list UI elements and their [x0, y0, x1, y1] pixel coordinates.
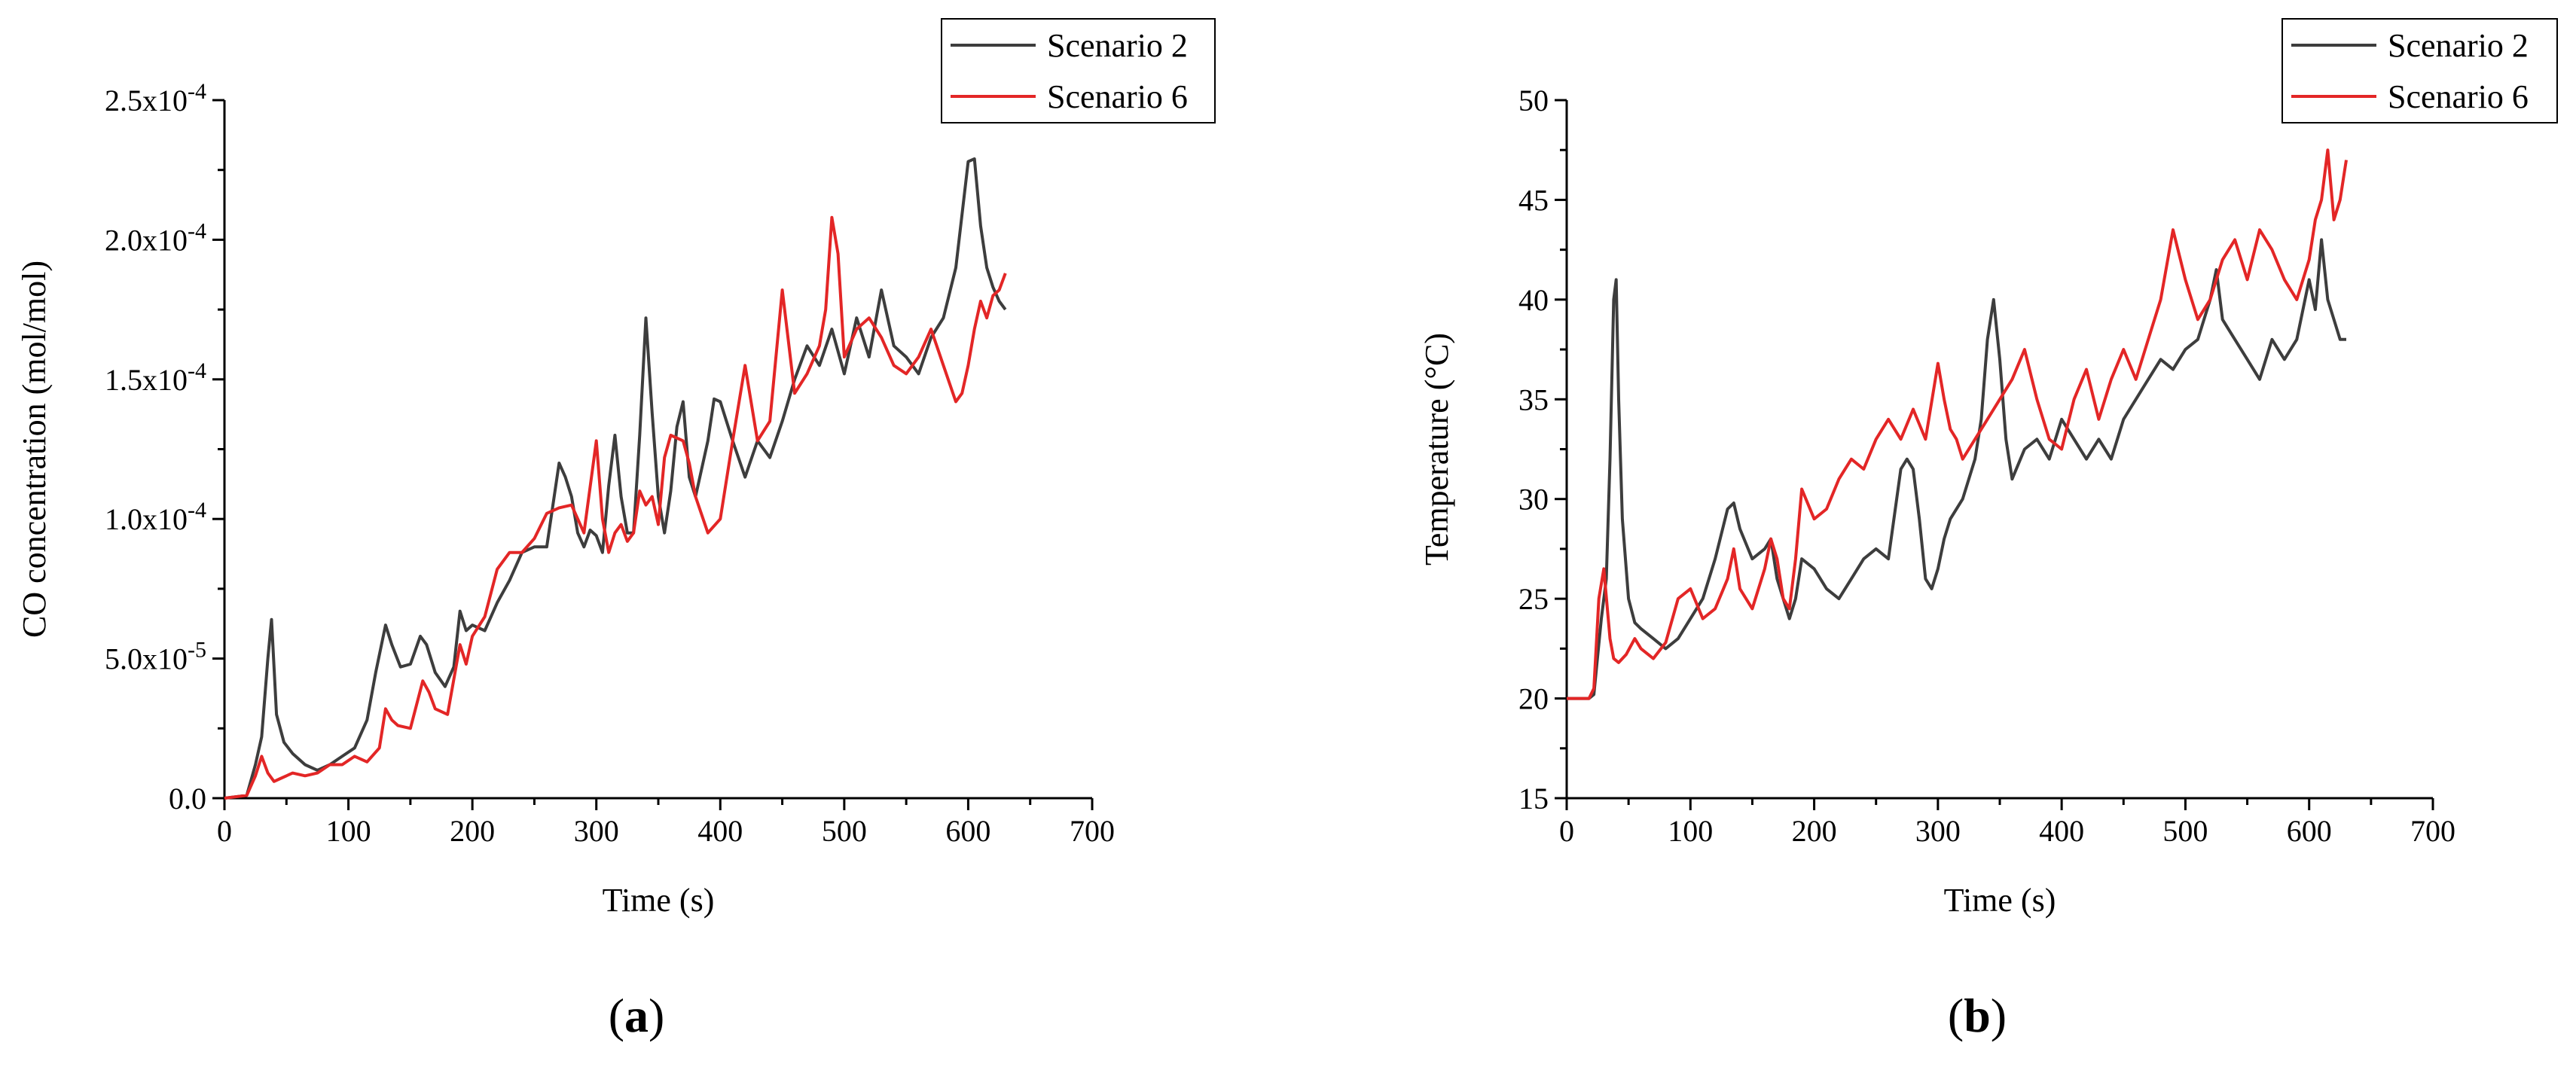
x-tick-label: 500 — [2162, 814, 2208, 848]
y-tick-label-mantissa: 20 — [1518, 682, 1549, 716]
y-tick-label: 35 — [1518, 383, 1549, 416]
y-tick-label: 20 — [1518, 682, 1549, 716]
y-tick-label-exponent: -4 — [188, 218, 206, 243]
y-axis-title: CO concentration (mol/mol) — [16, 261, 53, 638]
y-tick-label-mantissa: 35 — [1518, 383, 1549, 416]
x-tick-label: 500 — [822, 814, 867, 848]
y-tick-label-exponent: -4 — [188, 498, 206, 523]
y-tick-label: 2.0x10-4 — [105, 218, 206, 257]
x-axis-title: Time (s) — [603, 882, 715, 919]
legend-box — [2281, 18, 2558, 123]
y-tick-label: 40 — [1518, 283, 1549, 317]
chart-panel-a: 0 100 200 300 400 500 600 7000.05.0x10-51.0x10-… — [16, 18, 1216, 919]
y-tick-label: 0.0 — [169, 782, 206, 815]
x-tick-label: 100 — [1668, 814, 1713, 848]
x-tick-label: 600 — [945, 814, 990, 848]
x-tick-label: 300 — [574, 814, 619, 848]
y-tick-label: 30 — [1518, 483, 1549, 517]
y-tick-label: 50 — [1518, 84, 1549, 117]
x-tick-label: 200 — [450, 814, 495, 848]
panel-label-a: (a) — [609, 989, 665, 1042]
y-tick-label: 25 — [1518, 582, 1549, 616]
legend-label: Scenario 2 — [2388, 27, 2529, 64]
x-tick-label: 600 — [2287, 814, 2332, 848]
y-tick-label: 15 — [1518, 782, 1549, 815]
y-tick-label: 1.0x10-4 — [105, 498, 206, 536]
y-tick-label: 2.5x10-4 — [105, 79, 206, 117]
y-tick-label-mantissa: 30 — [1518, 483, 1549, 517]
legend-label: Scenario 2 — [1047, 27, 1188, 64]
x-tick-label: 700 — [2410, 814, 2455, 848]
series-line-scenario-2 — [224, 157, 1007, 800]
y-tick-label-mantissa: 2.5x10 — [105, 84, 188, 117]
x-tick-label: 0 — [217, 814, 232, 848]
y-tick-label-mantissa: 50 — [1518, 84, 1549, 117]
x-tick-label: 400 — [697, 814, 743, 848]
series-line-scenario-6 — [1567, 148, 2348, 700]
y-tick-label-exponent: -4 — [188, 358, 206, 383]
y-tick-label-mantissa: 1.0x10 — [105, 502, 188, 536]
y-tick-label-exponent: -5 — [188, 638, 206, 663]
y-tick-label-mantissa: 45 — [1518, 183, 1549, 217]
series-line-scenario-6 — [224, 215, 1007, 800]
y-tick-label: 1.5x10-4 — [105, 358, 206, 397]
x-tick-label: 100 — [326, 814, 371, 848]
y-tick-label-mantissa: 25 — [1518, 582, 1549, 616]
y-tick-label-mantissa: 40 — [1518, 283, 1549, 317]
y-tick-label-mantissa: 5.0x10 — [105, 642, 188, 676]
y-tick-label-mantissa: 0.0 — [169, 782, 206, 815]
x-tick-label: 300 — [1915, 814, 1961, 848]
legend-box — [941, 18, 1216, 123]
legend-label: Scenario 6 — [1047, 78, 1188, 115]
chart-panel-b: 0 100 200 300 400 500 600 700 15 20 25 30 35 40 45 50 Ti… — [1418, 18, 2558, 919]
y-tick-label-mantissa: 15 — [1518, 782, 1549, 815]
x-tick-label: 400 — [2039, 814, 2084, 848]
x-axis-title: Time (s) — [1944, 882, 2056, 919]
legend-label: Scenario 6 — [2388, 78, 2529, 115]
x-tick-label: 700 — [1070, 814, 1115, 848]
y-tick-label-exponent: -4 — [188, 79, 206, 104]
y-tick-label: 45 — [1518, 183, 1549, 217]
x-tick-label: 200 — [1792, 814, 1837, 848]
y-axis-title: Temperature (°C) — [1418, 333, 1455, 566]
series-line-scenario-2 — [1567, 238, 2346, 700]
y-tick-label-mantissa: 2.0x10 — [105, 223, 188, 257]
y-tick-label: 5.0x10-5 — [105, 638, 206, 676]
x-tick-label: 0 — [1559, 814, 1574, 848]
y-tick-label-mantissa: 1.5x10 — [105, 363, 188, 397]
panel-label-b: (b) — [1948, 989, 2007, 1042]
